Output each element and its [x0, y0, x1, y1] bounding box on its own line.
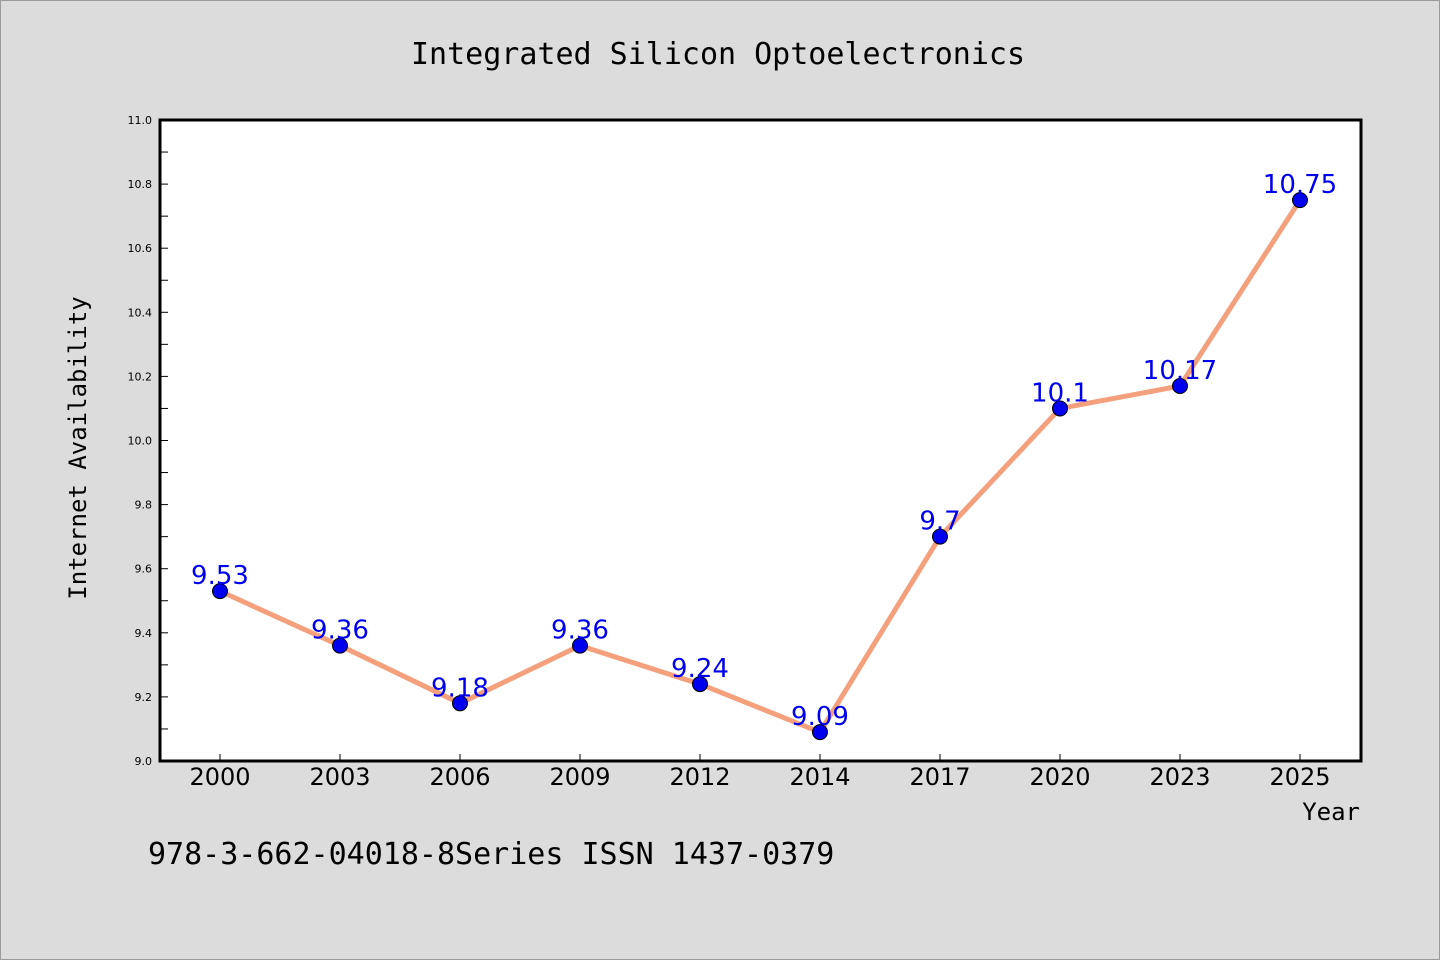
data-point	[932, 528, 948, 545]
x-tick-label: 2006	[429, 763, 490, 791]
y-tick-label: 10.4	[128, 306, 153, 319]
data-labels: 9.53 9.36 9.18 9.36 9.24 9.09 9.7 10.1 10.17 10.7…	[191, 170, 1337, 732]
x-tick-label: 2009	[549, 763, 610, 791]
y-tick-label: 10.0	[128, 435, 153, 448]
x-tick-label: 2020	[1029, 763, 1090, 791]
data-label: 9.36	[311, 616, 369, 646]
y-tick-label: 10.2	[128, 370, 153, 383]
plot-area	[160, 120, 1361, 761]
data-point	[572, 637, 588, 654]
data-label: 9.36	[551, 616, 609, 646]
footer-isbn-issn: 978-3-662-04018-8Series ISSN 1437-0379	[148, 837, 834, 872]
x-tick-label: 2025	[1269, 763, 1330, 791]
x-tick-label: 2003	[309, 763, 370, 791]
y-tick-label: 9.2	[135, 691, 153, 704]
data-label: 9.53	[191, 561, 249, 591]
y-tick-label: 9.8	[135, 499, 153, 512]
series-layer	[212, 192, 1308, 741]
data-point	[812, 724, 828, 741]
data-point	[1172, 378, 1188, 395]
x-axis-label: Year	[1302, 798, 1360, 826]
x-tick-label: 2017	[909, 763, 970, 791]
data-label: 9.18	[431, 673, 489, 703]
x-tick-label: 2012	[669, 763, 730, 791]
data-label: 10.17	[1143, 356, 1217, 386]
data-point	[1052, 400, 1068, 417]
data-label: 9.24	[671, 654, 729, 684]
data-label: 9.7	[919, 507, 960, 537]
data-point	[692, 676, 708, 693]
y-axis-label: Internet Availability	[64, 296, 92, 599]
y-tick-label: 9.4	[135, 627, 153, 640]
plot-border	[158, 118, 1363, 763]
data-label: 10.1	[1031, 378, 1089, 408]
y-tick-label: 11.0	[128, 114, 153, 127]
chart-title: Integrated Silicon Optoelectronics	[411, 37, 1025, 72]
y-tick-label: 9.6	[135, 563, 153, 576]
data-label: 9.09	[791, 702, 849, 732]
x-tick-label: 2014	[789, 763, 850, 791]
x-tick-label: 2023	[1149, 763, 1210, 791]
data-point	[1292, 192, 1308, 209]
data-label: 10.75	[1263, 170, 1337, 200]
y-tick-label: 10.8	[128, 178, 153, 191]
y-tick-label: 9.0	[135, 755, 153, 768]
data-point	[452, 695, 468, 712]
x-axis: 2000 2003 2006 2009 2012 2014 2017 2020 2023 2025	[189, 754, 1331, 791]
y-tick-label: 10.6	[128, 242, 153, 255]
series-line	[217, 197, 1303, 735]
data-point	[332, 637, 348, 654]
x-tick-label: 2000	[189, 763, 250, 791]
data-point	[212, 583, 228, 600]
